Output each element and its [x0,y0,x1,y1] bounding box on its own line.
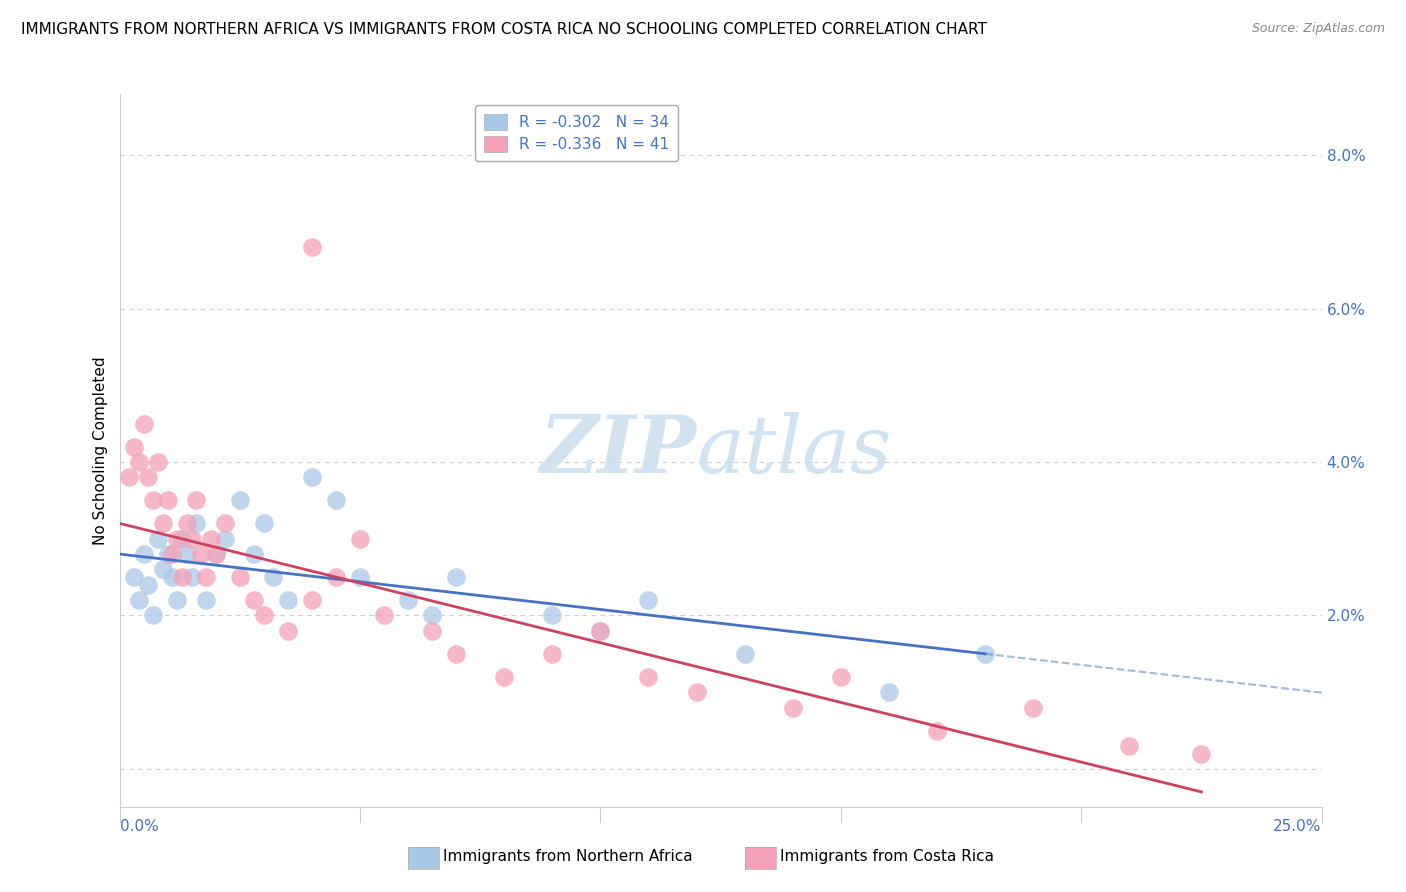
Point [146,455,169,469]
Point [128,455,150,469]
Point [734,647,756,661]
Point [277,593,299,607]
Point [214,516,236,531]
Point [325,570,347,584]
Point [444,647,467,661]
Text: Source: ZipAtlas.com: Source: ZipAtlas.com [1251,22,1385,36]
Point [204,547,226,561]
Point [146,532,169,546]
Point [277,624,299,638]
Point [541,608,564,623]
Point [830,670,852,684]
Point [301,593,323,607]
Point [132,417,155,431]
Point [228,570,252,584]
Point [180,532,202,546]
Point [589,624,612,638]
Point [349,532,371,546]
Point [214,532,236,546]
Point [122,570,145,584]
Point [195,593,218,607]
Point [138,470,160,484]
Point [877,685,900,699]
Point [170,570,193,584]
Point [156,493,179,508]
Point [152,562,174,576]
Point [162,547,184,561]
Point [589,624,612,638]
Text: 0.0%: 0.0% [120,819,159,834]
Point [974,647,997,661]
Point [637,670,659,684]
Point [1189,747,1212,761]
Point [186,493,208,508]
Text: atlas: atlas [696,412,891,489]
Point [253,516,276,531]
Point [325,493,347,508]
Point [166,532,188,546]
Point [396,593,419,607]
Text: 25.0%: 25.0% [1274,819,1322,834]
Point [138,578,160,592]
Point [262,570,284,584]
Point [176,547,198,561]
Point [170,532,193,546]
Legend: R = -0.302   N = 34, R = -0.336   N = 41: R = -0.302 N = 34, R = -0.336 N = 41 [474,105,678,161]
Point [200,532,222,546]
Point [301,240,323,254]
Y-axis label: No Schooling Completed: No Schooling Completed [93,356,108,545]
Point [142,493,165,508]
Point [132,547,155,561]
Point [420,608,443,623]
Point [176,516,198,531]
Point [152,516,174,531]
Point [204,547,226,561]
Point [444,570,467,584]
Text: Immigrants from Costa Rica: Immigrants from Costa Rica [780,849,994,863]
Point [420,624,443,638]
Text: Immigrants from Northern Africa: Immigrants from Northern Africa [443,849,693,863]
Point [301,470,323,484]
Point [122,440,145,454]
Point [142,608,165,623]
Point [637,593,659,607]
Point [243,547,266,561]
Point [156,547,179,561]
Point [186,516,208,531]
Point [190,547,212,561]
Point [1118,739,1140,753]
Text: ZIP: ZIP [540,412,696,489]
Point [925,723,948,738]
Point [180,570,202,584]
Point [166,593,188,607]
Point [1022,700,1045,714]
Point [243,593,266,607]
Point [162,570,184,584]
Point [373,608,395,623]
Point [685,685,707,699]
Point [494,670,516,684]
Point [349,570,371,584]
Point [118,470,141,484]
Text: IMMIGRANTS FROM NORTHERN AFRICA VS IMMIGRANTS FROM COSTA RICA NO SCHOOLING COMPL: IMMIGRANTS FROM NORTHERN AFRICA VS IMMIG… [21,22,987,37]
Point [782,700,804,714]
Point [253,608,276,623]
Point [228,493,252,508]
Point [541,647,564,661]
Point [128,593,150,607]
Point [195,570,218,584]
